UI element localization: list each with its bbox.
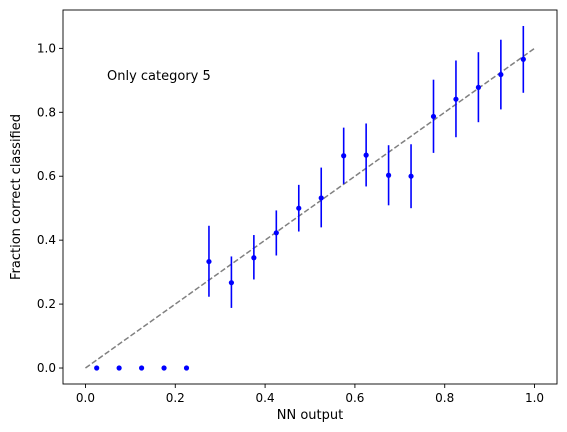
x-tick-label: 0.2 bbox=[166, 391, 185, 405]
y-tick-label: 0.8 bbox=[37, 105, 56, 119]
x-tick-label: 0.8 bbox=[435, 391, 454, 405]
data-point bbox=[183, 365, 190, 371]
reference-diagonal-line bbox=[85, 47, 535, 369]
y-tick-label: 0.4 bbox=[37, 233, 56, 247]
data-point bbox=[498, 71, 504, 78]
x-tick-label: 0.6 bbox=[345, 391, 364, 405]
y-tick-label: 0.2 bbox=[37, 297, 56, 311]
data-point bbox=[228, 280, 235, 286]
y-axis: 0.0 0.2 0.4 0.6 0.8 1.0 bbox=[37, 41, 63, 375]
data-point bbox=[430, 113, 437, 120]
data-point bbox=[318, 195, 324, 201]
data-point bbox=[138, 365, 145, 371]
y-tick-label: 0.0 bbox=[37, 361, 56, 375]
x-tick-label: 1.0 bbox=[525, 391, 544, 405]
data-point bbox=[363, 152, 369, 158]
data-point bbox=[475, 84, 482, 90]
data-point bbox=[296, 205, 302, 211]
annotation-text: Only category 5 bbox=[107, 69, 211, 84]
x-tick-label: 0.4 bbox=[256, 391, 275, 405]
data-point bbox=[161, 365, 167, 371]
data-point bbox=[94, 365, 100, 371]
data-point bbox=[116, 365, 122, 371]
data-point bbox=[251, 255, 257, 261]
data-point bbox=[341, 153, 347, 159]
data-point bbox=[520, 56, 526, 62]
y-axis-label: Fraction correct classified bbox=[9, 114, 24, 280]
data-point bbox=[453, 96, 459, 102]
data-marks bbox=[94, 25, 526, 371]
data-point bbox=[206, 258, 212, 265]
data-point bbox=[408, 173, 414, 179]
plot-frame bbox=[62, 9, 558, 385]
data-point bbox=[273, 230, 279, 236]
x-tick-label: 0.0 bbox=[76, 391, 95, 405]
x-axis-label: NN output bbox=[277, 408, 343, 423]
data-point bbox=[385, 172, 392, 178]
y-tick-label: 1.0 bbox=[37, 41, 56, 55]
plot-background bbox=[63, 10, 557, 384]
y-tick-label: 0.6 bbox=[37, 169, 56, 183]
x-axis: 0.0 0.2 0.4 0.6 0.8 1.0 bbox=[76, 384, 544, 405]
